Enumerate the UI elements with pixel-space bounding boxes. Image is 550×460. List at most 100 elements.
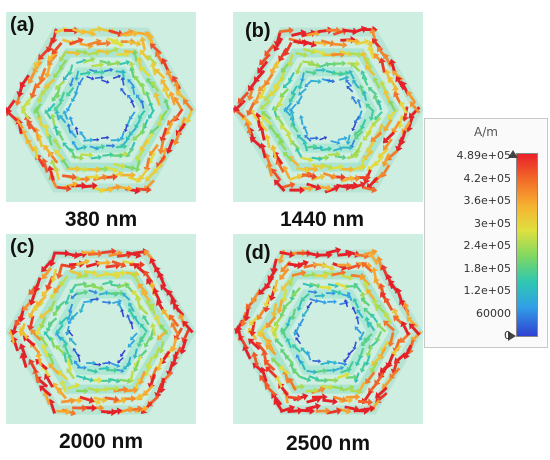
field-arrow [306, 395, 322, 404]
field-arrow [101, 408, 117, 417]
field-arrow [48, 363, 60, 375]
field-arrow [112, 162, 126, 170]
field-arrow [134, 75, 143, 87]
field-arrow [352, 298, 360, 309]
legend-tick: 1.2e+05 [463, 284, 511, 297]
caption-a: 380 nm [64, 208, 138, 231]
field-arrow [406, 90, 417, 104]
field-arrow [120, 349, 126, 357]
field-arrow [59, 379, 67, 393]
field-arrow [315, 407, 331, 415]
field-arrow [383, 118, 393, 132]
field-arrow [376, 99, 382, 111]
field-arrow [143, 336, 152, 348]
field-arrow [46, 165, 55, 181]
field-arrow [66, 123, 72, 133]
field-arrow [67, 382, 81, 390]
field-arrow [61, 173, 78, 181]
field-arrow [278, 365, 290, 376]
field-arrow [108, 60, 121, 67]
field-arrow [96, 39, 112, 48]
field-arrow [79, 131, 87, 140]
field-arrow [101, 79, 110, 84]
field-arrow [279, 124, 291, 135]
field-arrow [270, 144, 277, 159]
field-arrow [367, 87, 378, 96]
field-arrow [340, 165, 355, 173]
field-arrow [237, 91, 250, 104]
field-arrow [101, 247, 117, 256]
panel-label-b: (b) [245, 20, 271, 42]
field-arrow [95, 270, 110, 278]
field-panel-b: (b) [233, 12, 423, 202]
field-arrow [273, 315, 283, 327]
field-arrow [19, 74, 30, 89]
field-arrow [360, 297, 371, 307]
field-arrow [282, 300, 293, 310]
field-arrow [35, 295, 47, 307]
field-arrow [311, 156, 323, 162]
field-arrow [111, 152, 124, 159]
field-arrow [58, 91, 66, 103]
field-arrow [131, 271, 140, 284]
field-arrow [62, 343, 70, 355]
field-arrow [349, 51, 363, 58]
field-arrow [48, 300, 56, 312]
field-arrow [68, 116, 74, 126]
field-arrow [26, 315, 35, 331]
field-arrow [100, 377, 112, 384]
field-arrow [338, 70, 350, 77]
field-arrow [69, 147, 77, 159]
field-arrow [67, 64, 74, 76]
field-arrow [49, 113, 56, 127]
field-arrow [130, 84, 136, 95]
field-arrow [304, 79, 313, 88]
field-arrow [138, 305, 149, 316]
field-arrow [168, 91, 176, 106]
field-arrow [274, 338, 284, 348]
field-arrow [149, 302, 156, 316]
field-arrow [54, 86, 61, 99]
field-arrow [50, 28, 58, 44]
field-arrow [64, 294, 71, 306]
field-arrow [76, 353, 81, 362]
field-arrow [300, 156, 314, 163]
legend-tick: 1.8e+05 [463, 262, 511, 275]
field-arrow [139, 99, 145, 109]
field-arrow [301, 39, 317, 48]
field-arrow [353, 372, 360, 384]
field-arrow [303, 271, 317, 278]
field-arrow [78, 303, 85, 314]
field-arrow [244, 120, 252, 136]
legend-max-marker-icon [508, 150, 518, 158]
field-arrow [288, 92, 297, 103]
field-arrow [139, 122, 146, 135]
field-arrow [122, 292, 131, 301]
field-arrow [55, 301, 65, 310]
field-arrow [326, 407, 342, 415]
field-arrow [153, 91, 161, 106]
field-arrow [306, 369, 317, 375]
field-arrow [273, 31, 282, 47]
field-arrow [305, 350, 312, 361]
field-arrow [271, 324, 280, 337]
field-arrow [388, 100, 397, 112]
field-arrow [56, 324, 64, 334]
field-arrow [101, 279, 114, 286]
field-arrow [365, 64, 376, 77]
field-arrow [93, 396, 108, 404]
field-arrow [336, 372, 350, 380]
panel-label-c: (c) [10, 236, 35, 258]
field-arrow [160, 78, 170, 92]
field-arrow [306, 29, 321, 37]
field-arrow [66, 165, 81, 173]
field-arrow [347, 349, 355, 356]
field-arrow [43, 78, 56, 89]
field-arrow [309, 135, 319, 141]
field-arrow [127, 307, 135, 319]
field-arrow [286, 53, 294, 67]
field-arrow [90, 154, 103, 161]
field-arrow [402, 302, 410, 317]
field-arrow [358, 331, 365, 341]
field-arrow [75, 387, 89, 395]
